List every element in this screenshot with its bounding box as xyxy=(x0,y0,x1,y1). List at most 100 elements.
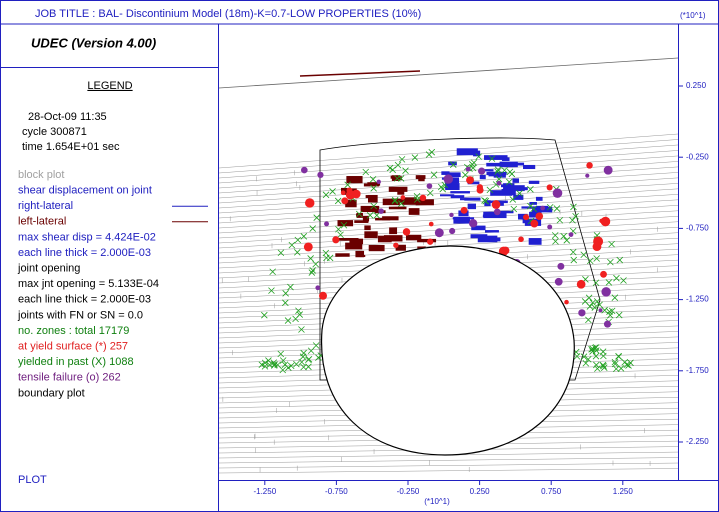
zone-mark xyxy=(322,249,330,257)
shear-left xyxy=(346,176,363,184)
zone-mark xyxy=(270,362,278,369)
zone-mark xyxy=(553,205,561,212)
joint xyxy=(218,205,679,234)
zone-mark xyxy=(337,231,344,239)
zone-mark xyxy=(261,311,268,319)
shear-left xyxy=(408,208,420,215)
shear-right xyxy=(484,155,508,160)
yield-mark xyxy=(568,232,574,237)
legend-item: at yield surface (*) 257 xyxy=(18,341,128,353)
legend-item: each line thick = 2.000E-03 xyxy=(18,247,151,259)
yield-mark xyxy=(468,219,478,228)
zone-mark xyxy=(582,359,590,367)
shear-right xyxy=(529,211,542,218)
zone-mark xyxy=(308,269,316,276)
yield-mark xyxy=(576,279,586,289)
zone-mark xyxy=(573,353,581,360)
shear-left xyxy=(345,242,363,250)
zone-mark xyxy=(307,347,315,355)
shear-right xyxy=(450,191,470,194)
zone-mark xyxy=(623,361,631,368)
zone-mark xyxy=(501,166,508,174)
shear-left xyxy=(388,206,407,210)
yield-mark xyxy=(341,197,349,205)
zone-mark xyxy=(508,170,516,178)
zone-mark xyxy=(580,251,588,259)
zone-mark xyxy=(600,352,607,360)
yield-mark xyxy=(585,173,590,178)
zone-mark xyxy=(470,159,478,166)
shear-right xyxy=(513,194,524,200)
zone-mark xyxy=(344,181,351,189)
zone-mark xyxy=(569,248,577,256)
y-tick-label: 0.250 xyxy=(686,81,707,90)
legend-item: yielded in past (X) 1088 xyxy=(18,356,134,368)
zone-mark xyxy=(287,283,294,291)
zone-mark xyxy=(391,196,399,204)
zone-mark xyxy=(486,186,494,194)
zone-mark xyxy=(593,347,600,354)
plot-footer: PLOT xyxy=(18,474,47,486)
zone-mark xyxy=(611,294,619,301)
zone-mark xyxy=(600,362,607,370)
yield-mark xyxy=(518,236,524,243)
zone-mark xyxy=(369,176,377,183)
zone-mark xyxy=(580,353,588,361)
joint xyxy=(218,194,679,224)
legend-item: no. zones : total 17179 xyxy=(18,325,129,337)
zone-mark xyxy=(551,232,559,239)
zone-mark xyxy=(373,212,381,219)
shear-right xyxy=(503,183,515,190)
zone-mark xyxy=(572,212,579,220)
zone-mark xyxy=(570,203,577,211)
zone-mark xyxy=(287,362,295,370)
shear-right xyxy=(499,161,518,168)
zone-mark xyxy=(494,168,501,175)
zone-mark xyxy=(298,326,305,333)
yield-mark xyxy=(315,285,321,291)
zone-mark xyxy=(560,232,567,240)
shear-left xyxy=(383,235,403,242)
shear-left xyxy=(367,194,378,203)
yield-mark xyxy=(547,224,553,230)
yield-mark xyxy=(557,262,565,270)
zone-mark xyxy=(625,362,632,369)
zone-mark xyxy=(546,203,554,211)
zone-mark xyxy=(268,287,275,294)
zone-mark xyxy=(309,267,317,274)
zone-mark xyxy=(279,357,287,364)
zone-mark xyxy=(591,304,599,311)
zone-mark xyxy=(570,256,578,264)
legend-item: shear displacement on joint xyxy=(18,185,152,197)
joint xyxy=(218,457,679,464)
yield-mark xyxy=(465,166,471,172)
zone-mark xyxy=(305,355,313,363)
yield-mark xyxy=(428,221,434,227)
zone-mark xyxy=(556,216,564,224)
shear-right xyxy=(445,172,461,178)
yield-mark xyxy=(303,242,313,252)
yield-mark xyxy=(540,205,546,211)
shear-right xyxy=(450,195,465,199)
yield-mark xyxy=(523,214,530,221)
zone-mark xyxy=(265,357,272,364)
zone-mark xyxy=(370,202,378,210)
zone-mark xyxy=(605,279,613,286)
zone-mark xyxy=(277,249,285,257)
zone-mark xyxy=(315,354,322,361)
legend-item: joint opening xyxy=(17,263,80,275)
shear-right xyxy=(486,162,501,167)
zone-mark xyxy=(593,298,601,305)
shear-right xyxy=(464,197,481,201)
zone-mark xyxy=(585,316,592,324)
zone-mark xyxy=(398,156,406,163)
zone-mark xyxy=(592,352,600,360)
joint xyxy=(218,183,679,214)
shear-left xyxy=(392,198,410,203)
shear-right xyxy=(440,194,455,197)
zone-mark xyxy=(615,353,623,360)
yield-mark xyxy=(535,212,544,220)
yield-mark xyxy=(491,200,501,209)
legend-item: right-lateral xyxy=(18,200,73,212)
zone-mark xyxy=(469,164,477,172)
